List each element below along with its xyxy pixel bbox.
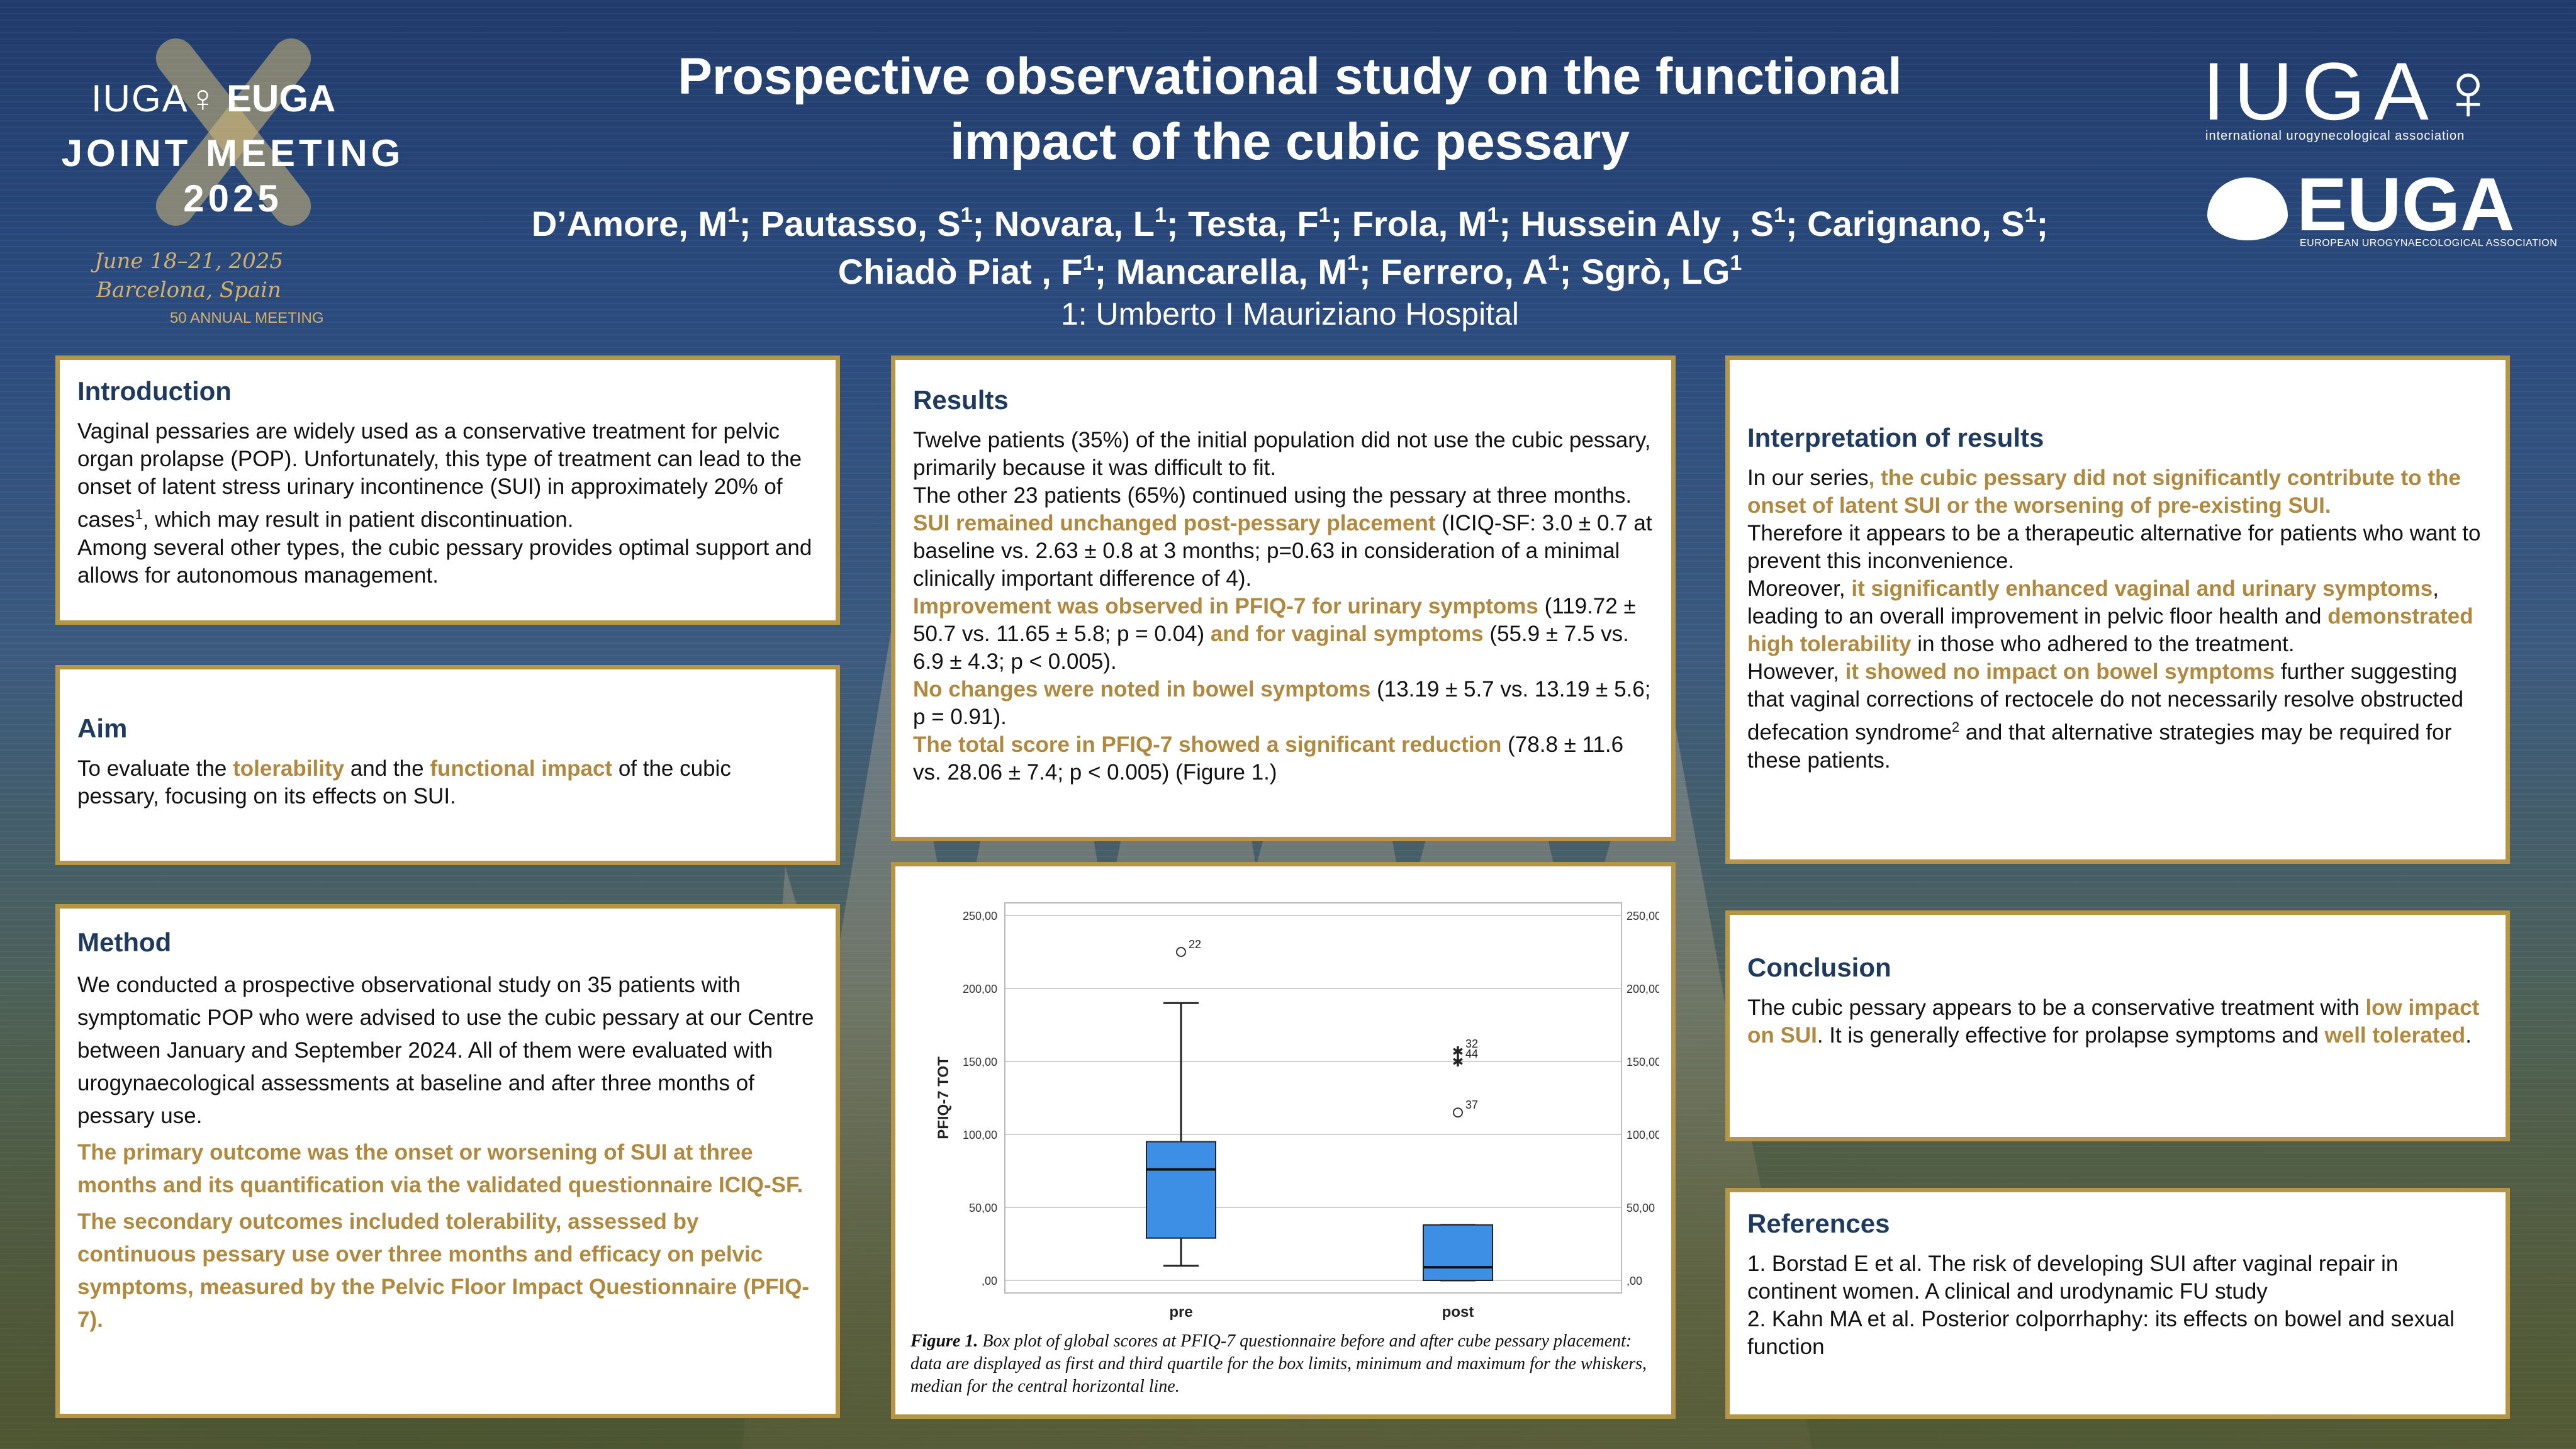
aim-heading: Aim: [77, 713, 128, 743]
figure-box: ,00 ,00 50,00 50,00 100,00 100,00 150,00 150,00…: [891, 862, 1676, 1419]
y-tick-label-right: 50,00: [1627, 1202, 1655, 1214]
method-secondary-outcomes: The secondary outcomes included tolerabi…: [77, 1209, 810, 1332]
method-heading: Method: [77, 927, 172, 957]
author-affiliation-sup: 1: [1487, 203, 1499, 227]
y-tick-label-left: 200,00: [963, 983, 997, 995]
y-tick-label-left: 150,00: [963, 1056, 997, 1068]
aim-text: To evaluate the tolerability and the fun…: [77, 756, 731, 808]
author-name: Chiadò Piat , F: [837, 252, 1083, 291]
author-name: D’Amore, M: [531, 204, 727, 243]
author-affiliation-sup: 1: [1774, 203, 1786, 227]
author-affiliation-sup: 1: [2024, 203, 2037, 227]
box-iqr: [1423, 1224, 1493, 1282]
y-tick-label-right: 250,00: [1627, 910, 1659, 922]
x-category-label: pre: [1169, 1304, 1192, 1321]
iuga-logo-subtitle: international urogynecological associati…: [2205, 129, 2465, 143]
interpretation-text: In our series, the cubic pessary did not…: [1747, 466, 2481, 773]
outlier-point: [1176, 947, 1186, 957]
conclusion-heading: Conclusion: [1747, 953, 1891, 982]
logo-meeting-date: June 18–21, 2025 Barcelona, Spain: [94, 249, 284, 303]
interpretation-heading: Interpretation of results: [1747, 423, 2044, 452]
introduction-box: Introduction Vaginal pessaries are widel…: [55, 355, 840, 625]
x-category-label: post: [1442, 1304, 1474, 1321]
interpretation-box: Interpretation of results In our series,…: [1725, 355, 2510, 864]
author-affiliation-sup: 1: [1347, 251, 1359, 275]
author-name: Novara, L: [994, 204, 1155, 243]
euga-brain-icon: [2207, 177, 2288, 240]
author-name: Pautasso, S: [761, 204, 961, 243]
aim-box: Aim To evaluate the tolerability and the…: [55, 665, 840, 865]
references-heading: References: [1747, 1209, 1890, 1238]
y-tick-label-left: 100,00: [963, 1129, 997, 1141]
y-tick-label-left: 50,00: [969, 1202, 997, 1214]
y-tick-label-right: 150,00: [1627, 1056, 1659, 1068]
poster-title: Prospective observational study on the f…: [678, 48, 1902, 171]
box-iqr: [1146, 1141, 1216, 1239]
author-affiliation-sup: 1: [1730, 251, 1742, 275]
plot-frame: [1004, 902, 1622, 1294]
author-affiliation-sup: 1: [1547, 251, 1560, 275]
author-name: Carignano, S: [1807, 204, 2025, 243]
y-tick-label-right: 200,00: [1627, 983, 1659, 995]
author-name: Ferrero, A: [1380, 252, 1548, 291]
figure-caption: Figure 1. Box plot of global scores at P…: [910, 1331, 1647, 1396]
y-tick-label-left: ,00: [982, 1275, 997, 1287]
method-primary-outcome: The primary outcome was the onset or wor…: [77, 1140, 804, 1197]
author-list: D’Amore, M1; Pautasso, S1; Novara, L1; T…: [531, 203, 2049, 291]
introduction-heading: Introduction: [77, 376, 232, 406]
results-text: Twelve patients (35%) of the initial pop…: [913, 428, 1652, 785]
results-box: Results Twelve patients (35%) of the ini…: [891, 355, 1676, 841]
method-box: Method We conducted a prospective observ…: [55, 904, 840, 1418]
y-tick-label-right: ,00: [1627, 1275, 1642, 1287]
extreme-outlier-point: ✱: [1452, 1054, 1464, 1070]
introduction-text: Vaginal pessaries are widely used as a c…: [77, 419, 812, 588]
author-name: Sgrò, LG: [1581, 252, 1730, 291]
logo-meeting-title: JOINT MEETING 2025: [61, 132, 405, 220]
author-affiliation-sup: 1: [960, 203, 973, 227]
author-name: Hussein Aly , S: [1520, 204, 1774, 243]
joint-meeting-logo: IUGA♀ EUGA JOINT MEETING 2025 June 18–21…: [57, 25, 409, 340]
boxplot-chart: ,00 ,00 50,00 50,00 100,00 100,00 150,00 150,00…: [935, 902, 1661, 1321]
method-paragraph: We conducted a prospective observational…: [77, 973, 814, 1128]
outlier-point: [1453, 1107, 1463, 1118]
euga-logo-subtitle: EUROPEAN UROGYNAECOLOGICAL ASSOCIATION: [2300, 238, 2558, 249]
outlier-label: 37: [1465, 1099, 1478, 1111]
extreme-outlier-point: ✱: [1452, 1044, 1464, 1060]
author-name: Testa, F: [1188, 204, 1319, 243]
author-name: Frola, M: [1352, 204, 1487, 243]
author-name: Mancarella, M: [1116, 252, 1348, 291]
author-affiliation-sup: 1: [1154, 203, 1167, 227]
outlier-label: 22: [1189, 938, 1201, 951]
logo-euga-text: EUGA: [227, 77, 336, 120]
references-box: References 1. Borstad E et al. The risk …: [1725, 1188, 2510, 1419]
logo-iuga-text: IUGA♀: [91, 77, 218, 120]
author-affiliation-sup: 1: [1082, 251, 1095, 275]
author-affiliation-sup: 1: [727, 203, 739, 227]
iuga-logo: IUGA♀: [2202, 45, 2508, 137]
conclusion-text: The cubic pessary appears to be a conser…: [1747, 995, 2480, 1048]
y-tick-label-right: 100,00: [1627, 1129, 1659, 1141]
affiliation: 1: Umberto I Mauriziano Hospital: [1060, 296, 1520, 332]
y-axis-label: PFIQ-7 TOT: [935, 1056, 952, 1139]
results-heading: Results: [913, 385, 1009, 415]
outlier-label: 32: [1465, 1038, 1478, 1050]
author-affiliation-sup: 1: [1318, 203, 1331, 227]
outlier-label: 44: [1465, 1048, 1478, 1060]
logo-anniversary: 50 ANNUAL MEETING: [170, 310, 324, 327]
references-list: 1. Borstad E et al. The risk of developi…: [1747, 1251, 2455, 1359]
y-tick-label-left: 250,00: [963, 910, 997, 922]
conclusion-box: Conclusion The cubic pessary appears to …: [1725, 910, 2510, 1141]
euga-logo: EUGA: [2297, 162, 2515, 247]
